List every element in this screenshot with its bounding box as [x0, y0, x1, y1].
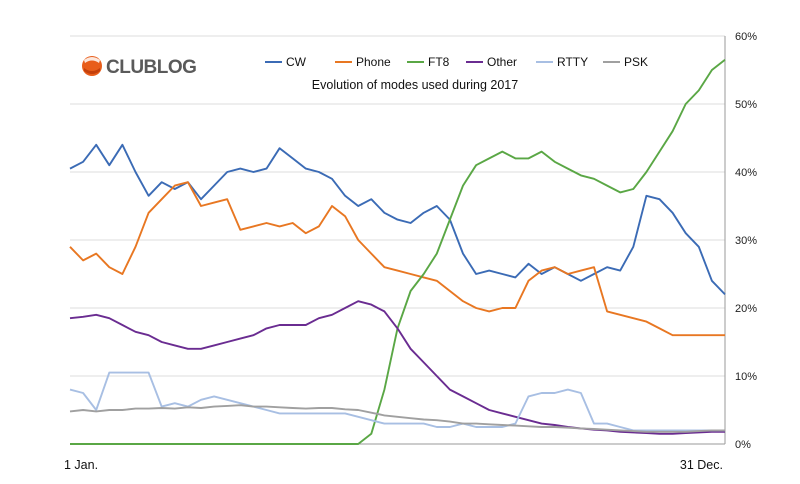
legend-item-psk: PSK [603, 55, 648, 69]
series-line-phone [69, 181, 725, 337]
legend-label: PSK [624, 55, 648, 69]
series-line-ft8 [70, 59, 726, 445]
clublog-logo: CLUBLOG [82, 56, 197, 78]
legend-item-phone: Phone [335, 55, 391, 69]
legend-item-ft8: FT8 [407, 55, 450, 69]
x-tick-label: 31 Dec. [680, 458, 723, 472]
series-lines [69, 59, 726, 445]
legend-item-cw: CW [265, 55, 307, 69]
legend-label: CW [286, 55, 307, 69]
legend: CW Phone FT8 Other RTTY PSK [265, 55, 648, 69]
gridlines [70, 35, 725, 445]
y-tick-label: 20% [735, 303, 757, 315]
legend-label: Other [487, 55, 517, 69]
axes: 0% 10% 20% 30% 40% 50% 60% 1 Jan. 31 Dec. [64, 31, 757, 472]
y-tick-label: 40% [735, 167, 757, 179]
legend-label: Phone [356, 55, 391, 69]
series-line-rtty [69, 371, 725, 432]
clublog-logo-mark-icon [82, 56, 102, 76]
legend-label: RTTY [557, 55, 588, 69]
x-tick-label: 1 Jan. [64, 458, 98, 472]
series-line-other [69, 300, 725, 435]
y-tick-label: 60% [735, 31, 757, 43]
chart-title: Evolution of modes used during 2017 [312, 78, 518, 92]
series-line-psk [69, 404, 725, 433]
y-tick-label: 30% [735, 235, 757, 247]
y-tick-label: 10% [735, 371, 757, 383]
legend-label: FT8 [428, 55, 450, 69]
series-line-cw [69, 143, 726, 296]
logo-text: CLUBLOG [106, 57, 196, 78]
y-tick-label: 50% [735, 99, 757, 111]
legend-item-rtty: RTTY [536, 55, 588, 69]
legend-item-other: Other [466, 55, 517, 69]
y-tick-label: 0% [735, 439, 751, 451]
